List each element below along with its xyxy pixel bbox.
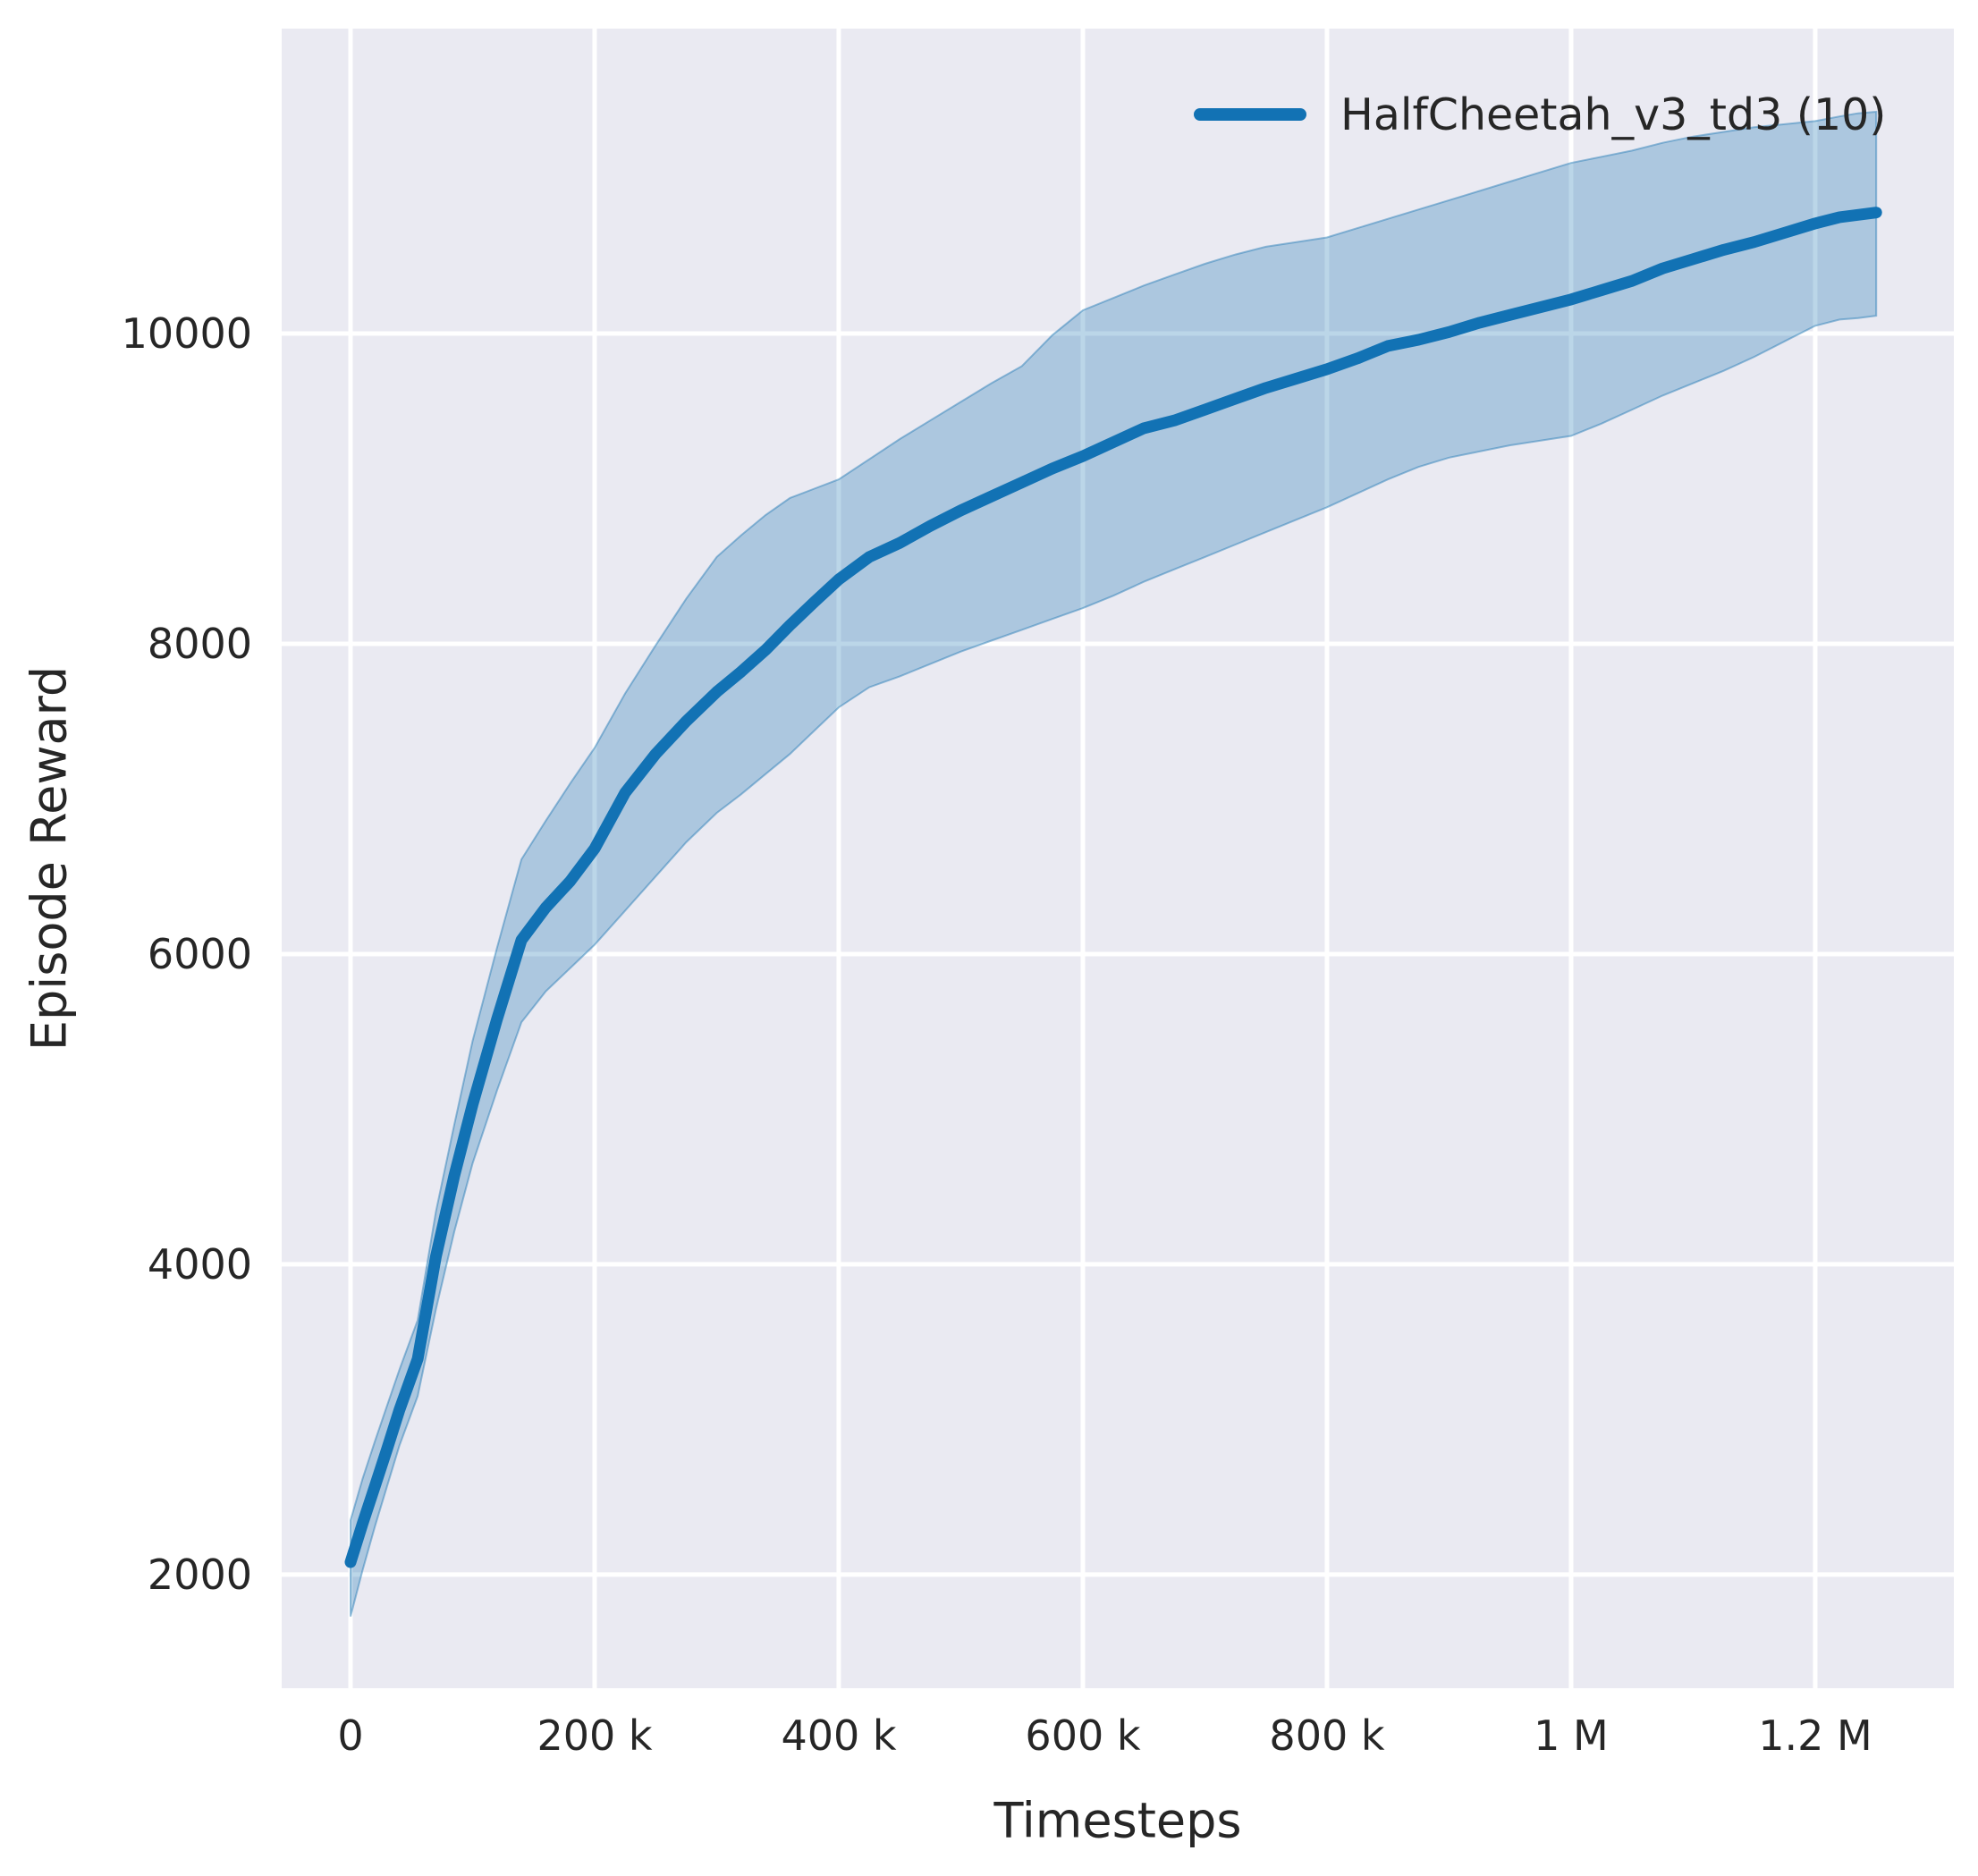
y-tick-label: 4000 (147, 1239, 252, 1289)
y-tick-label: 10000 (121, 309, 252, 359)
legend-label: HalfCheetah_v3_td3 (10) (1340, 89, 1887, 140)
plot-canvas (282, 29, 1954, 1688)
y-axis-label: Episode Reward (21, 665, 78, 1052)
legend-line-swatch (1194, 108, 1306, 121)
confidence-band (350, 110, 1878, 1617)
x-tick-label: 1 M (1534, 1711, 1609, 1760)
y-tick-label: 8000 (147, 619, 252, 668)
x-tick-label: 200 k (537, 1711, 653, 1760)
y-tick-label: 6000 (147, 929, 252, 978)
x-axis-label: Timesteps (993, 1792, 1242, 1849)
mean-line (344, 207, 1882, 1568)
x-tick-label: 400 k (781, 1711, 897, 1760)
legend: HalfCheetah_v3_td3 (10) (1194, 86, 1886, 143)
x-tick-label: 800 k (1269, 1711, 1385, 1760)
x-tick-label: 600 k (1025, 1711, 1141, 1760)
x-tick-label: 0 (337, 1711, 364, 1760)
plot-area: HalfCheetah_v3_td3 (10) (282, 29, 1954, 1688)
x-tick-label: 1.2 M (1758, 1711, 1872, 1760)
y-tick-label: 2000 (147, 1550, 252, 1599)
